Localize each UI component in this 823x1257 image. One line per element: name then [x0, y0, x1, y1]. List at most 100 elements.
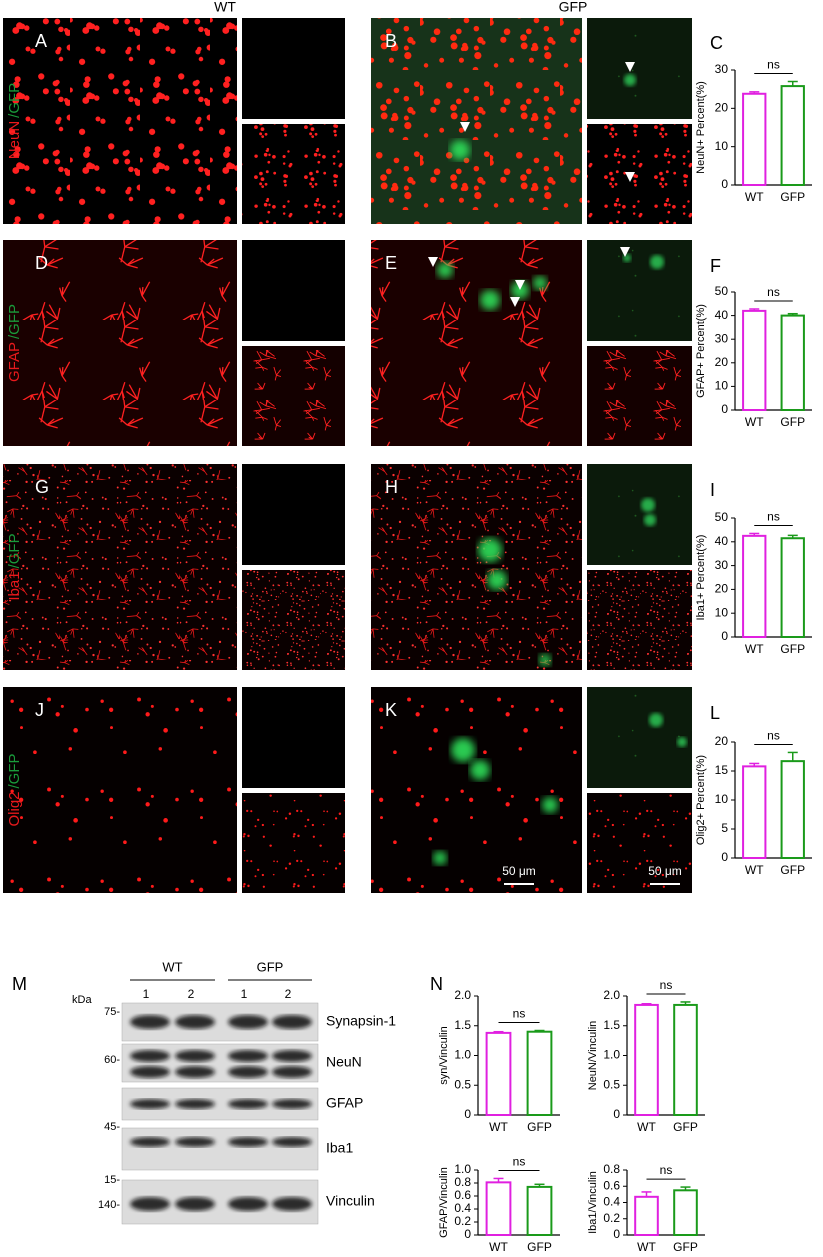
panel-letter: N — [430, 974, 443, 994]
bar — [742, 765, 767, 859]
x-tick-label: GFP — [527, 1120, 552, 1134]
arrowhead — [555, 454, 565, 464]
gfp-cell — [649, 713, 663, 727]
y-tick-label: 40 — [715, 534, 729, 548]
lane-label: 2 — [285, 987, 292, 1001]
bar — [780, 85, 805, 186]
blot-band — [130, 1099, 170, 1109]
y-tick-label: 50 — [715, 510, 729, 524]
column-header: GFP — [559, 0, 588, 15]
panel-letter: L — [710, 703, 720, 723]
gfp-cell — [437, 262, 453, 278]
arrowhead — [428, 257, 438, 267]
y-axis-label: GFAP/Vinculin — [438, 1167, 450, 1238]
bar — [526, 1030, 553, 1116]
x-tick-label: GFP — [780, 863, 805, 877]
panel-letter: I — [710, 480, 715, 500]
gfp-cell — [487, 570, 507, 590]
blot-band — [175, 1099, 215, 1109]
gfp-cell — [641, 498, 655, 512]
column-header: WT — [214, 0, 236, 15]
protein-label: Synapsin-1 — [326, 1013, 396, 1029]
marker-label: 45- — [104, 1121, 120, 1133]
gfp-cell — [644, 514, 656, 526]
gfp-cell — [542, 797, 558, 813]
y-tick-label: 40 — [715, 308, 729, 322]
y-axis-label: NeuN+ Percent(%) — [695, 81, 707, 174]
row-label-reporter: /GFP — [6, 83, 23, 118]
x-tick-label: GFP — [527, 1240, 552, 1254]
panel-letter: K — [385, 700, 397, 720]
y-tick-label: 0 — [721, 177, 728, 191]
protein-label: GFAP — [326, 1095, 363, 1111]
row-label-marker: NeuN — [6, 121, 23, 159]
micrograph — [242, 464, 345, 565]
group-label: WT — [162, 959, 182, 974]
micrograph — [371, 464, 582, 670]
micrograph — [371, 687, 582, 893]
y-tick-label: 0.8 — [603, 1162, 620, 1176]
blot-band — [272, 1137, 312, 1147]
gfp-cell — [533, 276, 547, 290]
bar — [742, 309, 767, 412]
x-tick-label: GFP — [780, 642, 805, 656]
y-tick-label: 1.0 — [454, 1162, 471, 1176]
micrograph — [242, 687, 345, 788]
y-tick-label: 10 — [715, 605, 729, 619]
bar — [485, 1031, 512, 1117]
y-axis-label: Iba1/Vinculin — [587, 1171, 599, 1234]
y-tick-label: 0.5 — [454, 1077, 471, 1091]
micrograph — [371, 18, 582, 224]
blot-band — [130, 1137, 170, 1147]
micrograph — [3, 464, 237, 670]
x-tick-label: WT — [637, 1120, 656, 1134]
y-tick-label: 30 — [715, 62, 729, 76]
arrowhead — [620, 247, 630, 257]
micrograph — [3, 240, 237, 446]
panel-letter: M — [12, 974, 27, 994]
x-tick-label: GFP — [673, 1120, 698, 1134]
blot-band — [175, 1066, 215, 1078]
y-tick-label: 10 — [715, 379, 729, 393]
bar — [634, 1195, 659, 1236]
y-tick-label: 0 — [464, 1107, 471, 1121]
blot-band — [272, 1050, 312, 1062]
x-tick-label: WT — [489, 1240, 508, 1254]
y-tick-label: 0.4 — [454, 1201, 471, 1215]
y-tick-label: 0.8 — [454, 1175, 471, 1189]
y-tick-label: 5 — [721, 821, 728, 835]
y-tick-label: 0 — [464, 1227, 471, 1241]
bar — [526, 1185, 553, 1237]
significance-label: ns — [767, 729, 780, 743]
marker-label: 60- — [104, 1054, 120, 1066]
arrowhead — [460, 122, 470, 132]
bar — [634, 1003, 659, 1116]
x-tick-label: WT — [745, 415, 764, 429]
micrograph — [587, 124, 692, 224]
x-tick-label: WT — [745, 190, 764, 204]
gfp-cell — [433, 851, 447, 865]
micrograph — [587, 793, 692, 893]
micrograph — [587, 464, 692, 565]
panel-letter: C — [710, 33, 723, 53]
y-tick-label: 0.5 — [603, 1077, 620, 1091]
panel-letter: H — [385, 477, 398, 497]
bar — [673, 1003, 698, 1116]
y-tick-label: 30 — [715, 331, 729, 345]
blot-band — [228, 1050, 268, 1062]
y-tick-label: 0.6 — [603, 1178, 620, 1192]
micrograph — [587, 18, 692, 119]
y-tick-label: 0 — [721, 850, 728, 864]
kda-label: kDa — [72, 994, 92, 1006]
x-tick-label: WT — [745, 863, 764, 877]
x-tick-label: GFP — [780, 415, 805, 429]
row-label: Olig2/GFP — [6, 753, 23, 826]
micrograph — [587, 570, 692, 670]
micrograph — [242, 124, 345, 224]
y-tick-label: 0.2 — [603, 1211, 620, 1225]
micrograph — [587, 240, 692, 341]
blot-band — [228, 1197, 268, 1211]
protein-label: Iba1 — [326, 1140, 353, 1156]
arrowhead — [625, 172, 635, 182]
